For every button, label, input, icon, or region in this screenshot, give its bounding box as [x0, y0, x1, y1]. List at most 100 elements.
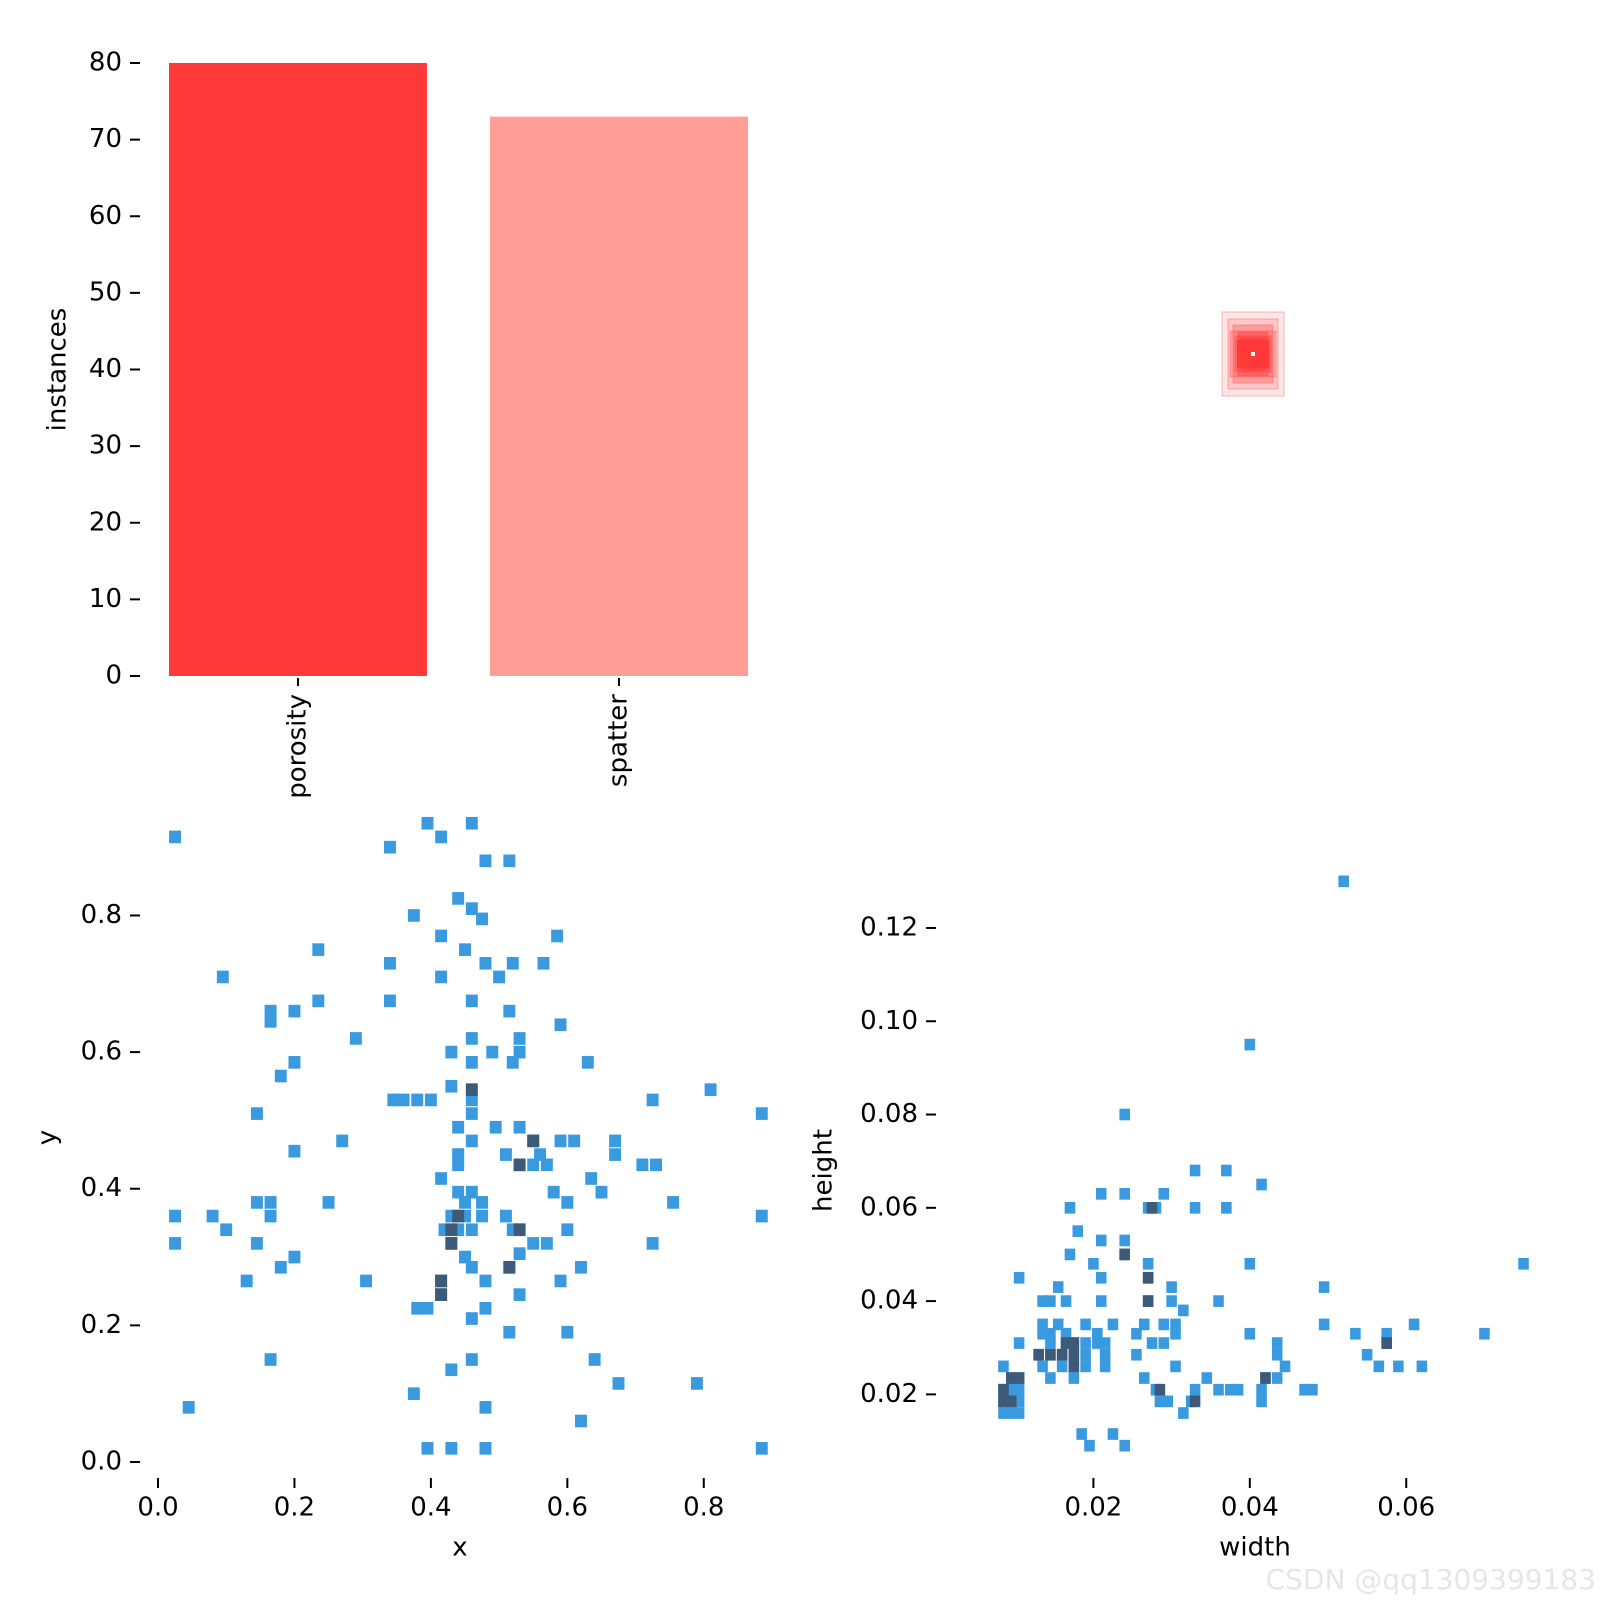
histogram-bin [250, 1196, 263, 1209]
histogram-bin [421, 1301, 434, 1315]
histogram-bin [1361, 1348, 1373, 1361]
histogram-bin [288, 1250, 301, 1264]
histogram-bin [479, 1401, 492, 1414]
histogram-bin [1393, 1360, 1404, 1373]
histogram-bin [1178, 1407, 1189, 1419]
histogram-bin [506, 1056, 519, 1069]
histogram-bin [312, 994, 325, 1008]
width-height-histogram: 0.02 0.04 0.06 0.02 0.04 0.06 0.08 0.10 0.12 widt… [809, 875, 1529, 1563]
histogram-bin [421, 816, 434, 830]
histogram-bin [1119, 1234, 1130, 1247]
histogram-bin [537, 956, 550, 970]
histogram-bin [1095, 1295, 1107, 1307]
histogram-bin [465, 1134, 478, 1148]
histogram-bin [435, 830, 448, 844]
histogram-bin [1213, 1295, 1224, 1307]
histogram-bin [1416, 1360, 1428, 1373]
histogram-bin [1256, 1395, 1267, 1408]
y-tick-label: 0.08 [860, 1099, 918, 1129]
histogram-bin [1158, 1187, 1170, 1200]
histogram-bin-dense [513, 1158, 526, 1172]
histogram-bin-dense [1154, 1383, 1166, 1396]
histogram-bin [360, 1274, 373, 1288]
histogram-bin [387, 1093, 400, 1107]
histogram-bin [1068, 1372, 1080, 1384]
histogram-bin [479, 1442, 492, 1455]
histogram-bin [288, 1144, 301, 1158]
histogram-bin [1373, 1360, 1385, 1373]
histogram-bin [1271, 1348, 1283, 1361]
x-tick-label: 0.02 [1064, 1493, 1122, 1523]
y-tick-label: 0.4 [81, 1173, 122, 1203]
histogram-bin [513, 1120, 526, 1134]
histogram-bin [1092, 1327, 1103, 1340]
histogram-bin [667, 1196, 680, 1209]
histogram-bin [383, 994, 396, 1008]
watermark-text: CSDN @qq1309399183 [1265, 1563, 1596, 1596]
y-tick-label: 0.10 [860, 1006, 918, 1036]
histogram-bin [452, 1120, 465, 1134]
histogram-bin [1045, 1337, 1056, 1349]
x-tick-label-porosity: porosity [283, 694, 313, 799]
histogram-bin [513, 1288, 526, 1301]
histogram-bin [1037, 1360, 1048, 1373]
histogram-bin [1095, 1271, 1107, 1284]
y-tick-label: 60 [89, 201, 122, 231]
histogram-bin [383, 840, 396, 854]
histogram-bin [1131, 1348, 1142, 1361]
histogram-bin [476, 912, 489, 926]
histogram-bin [1080, 1348, 1091, 1361]
histogram-bin [609, 1148, 622, 1161]
histogram-bin-dense [1189, 1395, 1201, 1408]
histogram-bin-dense [1045, 1348, 1056, 1361]
histogram-bin [1013, 1395, 1025, 1408]
y-tick-label: 0.8 [81, 900, 122, 930]
histogram-bin-dense [435, 1274, 448, 1288]
histogram-bin [585, 1172, 598, 1185]
histogram-bin [445, 1363, 458, 1377]
histogram-bin [1013, 1337, 1025, 1349]
histogram-bin [169, 1237, 182, 1250]
histogram-bin [274, 1069, 287, 1083]
y-axis-label: height [809, 1129, 839, 1212]
histogram-bin [568, 1134, 581, 1148]
histogram-bin [206, 1209, 219, 1223]
histogram-bin [1099, 1337, 1111, 1349]
histogram-bin [479, 1301, 492, 1315]
histogram-bin [588, 1353, 601, 1366]
histogram-bin-dense [1068, 1360, 1080, 1373]
histogram-bin [755, 1107, 768, 1120]
y-tick-label: 30 [89, 431, 122, 461]
histogram-bin [547, 1185, 560, 1199]
histogram-bin [704, 1083, 717, 1096]
histogram-bin [465, 1093, 478, 1107]
histogram-bin-dense [445, 1237, 458, 1250]
histogram-bin [383, 956, 396, 970]
x-axis-label: x [452, 1533, 467, 1563]
histogram-bin [445, 1209, 458, 1223]
histogram-bin-dense [465, 1083, 478, 1096]
histogram-bin [503, 854, 516, 868]
histogram-bin [274, 1260, 287, 1274]
histogram-bin [486, 1045, 499, 1059]
histogram-bin [609, 1134, 622, 1148]
histogram-bin [264, 1209, 277, 1223]
histogram-bin [397, 1093, 410, 1107]
histogram-bin [1037, 1295, 1048, 1307]
histogram-bin [1080, 1360, 1091, 1373]
histogram-bin [465, 994, 478, 1008]
histogram-bin [1095, 1187, 1107, 1200]
histogram-bin [1271, 1372, 1283, 1384]
histogram-bin [503, 1325, 516, 1339]
histogram-bin [465, 1312, 478, 1325]
histogram-bin [479, 1274, 492, 1288]
histogram-bin [465, 1260, 478, 1274]
histogram-bin [1178, 1304, 1189, 1317]
bar-porosity [169, 63, 427, 676]
histogram-bin [1056, 1360, 1068, 1373]
histogram-bin [561, 1196, 574, 1209]
histogram-bin [1052, 1281, 1064, 1293]
histogram-bin [169, 830, 182, 844]
histogram-bin [1099, 1348, 1111, 1361]
